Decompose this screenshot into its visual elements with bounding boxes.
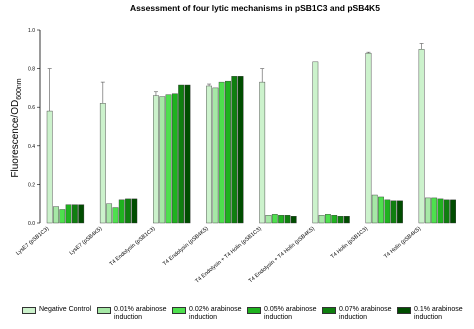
bar [106,203,113,224]
bar [431,197,438,224]
bar [259,81,266,224]
bar [225,80,231,224]
bar [290,216,297,224]
y-label-main: Fluorescence/OD [10,100,21,178]
y-axis-label: Fluorescence/OD600nm [10,78,23,177]
bar [153,95,159,224]
bar [118,199,125,224]
legend-label: 0.07% arabinose induction [339,306,392,321]
bar [218,81,225,224]
bar [424,197,431,224]
x-tick-label: LysE7 (pSB4K5) [69,226,104,257]
legend-item: Negative Control [22,306,95,322]
x-tick-label: LysE7 (pSB1C3) [15,226,50,257]
legend: Negative Control 0.01% arabinose inductio… [22,306,472,322]
bar [265,215,272,224]
bar [65,204,72,224]
y-tick-label: 0.8 [28,67,35,73]
legend-label: 0.01% arabinose induction [114,306,167,321]
x-tick-label: T4 Holin (pSB4K5) [383,226,422,260]
bar [59,209,66,224]
x-tick-label: T4 Holin (pSB1C3) [330,226,369,260]
y-tick-label: 1.0 [28,28,35,34]
bar [131,198,138,224]
bar [397,200,403,224]
legend-item: 0.02% arabinose induction [172,306,245,322]
legend-swatch [322,307,336,314]
bar [325,214,331,224]
bar [318,215,325,224]
bar [284,215,291,224]
bar [337,216,344,224]
legend-label: 0.1% arabinose induction [414,306,463,321]
bar [165,94,172,224]
legend-item: 0.01% arabinose induction [97,306,170,322]
legend-label: 0.02% arabinose induction [189,306,242,321]
bar [278,215,284,224]
y-tick-label: 0.2 [28,182,35,188]
bar [112,207,119,224]
bar [171,93,178,224]
bar [378,196,384,224]
bar [437,198,444,224]
bar [78,204,85,224]
legend-swatch [247,307,261,314]
bar [418,49,425,224]
bar [212,87,219,224]
bar [125,198,131,224]
bar [237,76,244,224]
bar [384,199,391,224]
bar [178,84,185,224]
legend-label: 0.05% arabinose induction [264,306,317,321]
bar [271,214,278,224]
bar [443,199,450,224]
bar [343,216,350,224]
bar [71,204,78,224]
legend-label: Negative Control [39,306,92,313]
legend-item: 0.1% arabinose induction [397,306,470,322]
bar [99,103,106,224]
bar [46,110,53,224]
y-tick-label: 0.0 [28,221,35,227]
legend-swatch [397,307,411,314]
bar [331,215,338,224]
legend-item: 0.05% arabinose induction [247,306,320,322]
x-tick-label: T4 Endolysin + T4 Holin (pSB4K5) [248,226,316,285]
y-tick-label: 0.4 [28,144,35,150]
x-tick-label: T4 Endolysin (pSB1C3) [109,226,157,268]
bar [371,194,378,224]
legend-item: 0.07% arabinose induction [322,306,395,322]
y-label-sub: 600nm [16,78,23,100]
bar [184,84,191,224]
bar [390,200,397,224]
bar [450,199,456,224]
y-tick-label: 0.6 [28,105,35,111]
x-tick-label: T4 Endolysin (pSB4K5) [162,226,210,267]
chart-title: Assessment of four lytic mechanisms in p… [130,3,380,13]
chart: Assessment of four lytic mechanisms in p… [10,3,456,285]
legend-swatch [22,307,36,314]
bar [159,96,166,224]
bar [231,76,238,224]
legend-swatch [97,307,111,314]
bar [312,61,319,224]
bar [365,52,372,224]
bar [53,206,59,224]
bar [206,85,212,224]
legend-swatch [172,307,186,314]
